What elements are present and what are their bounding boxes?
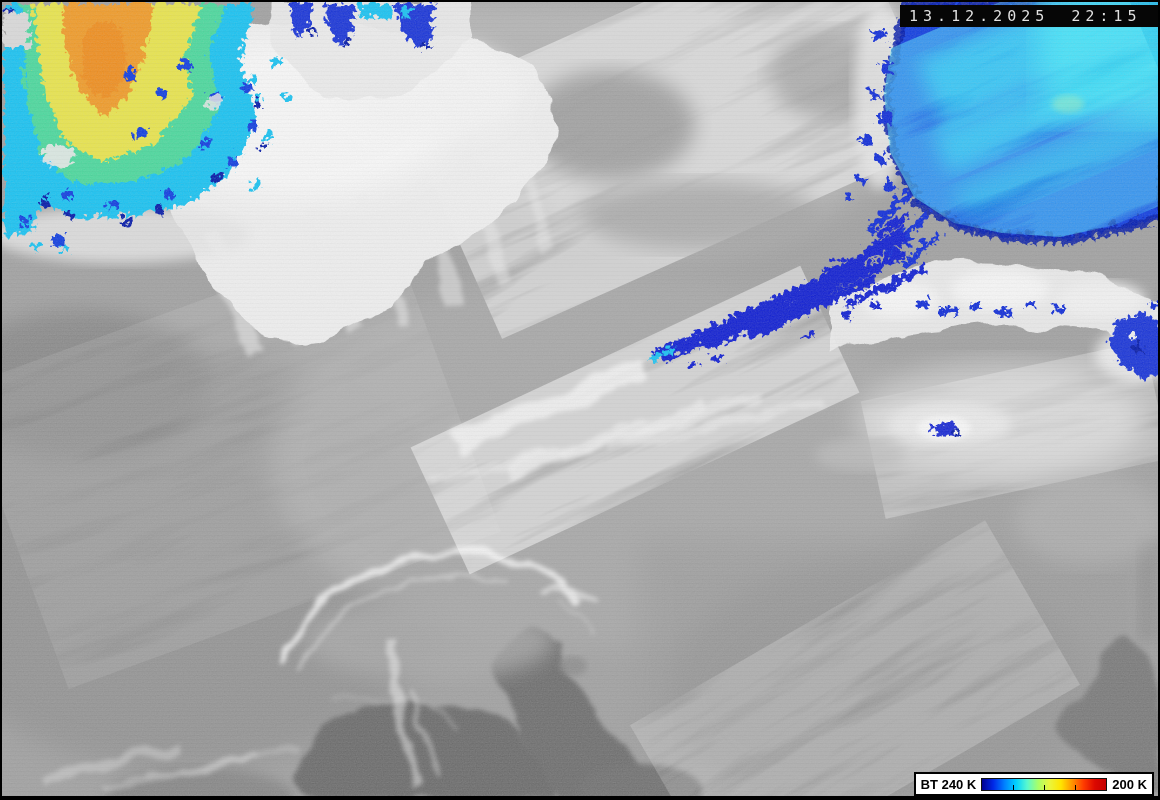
timestamp-bar: 13.12.2025 22:15 [900, 5, 1158, 27]
timestamp-text: 13.12.2025 22:15 [909, 7, 1142, 25]
legend-colorbar [981, 777, 1108, 791]
legend-tick [1075, 784, 1077, 790]
legend-tick [1044, 784, 1046, 790]
legend-right-label: 200 K [1112, 776, 1147, 792]
legend-left-label: BT 240 K [920, 776, 977, 792]
legend-tick [1013, 784, 1015, 790]
colorbar-legend: BT 240 K 200 K [913, 772, 1154, 796]
